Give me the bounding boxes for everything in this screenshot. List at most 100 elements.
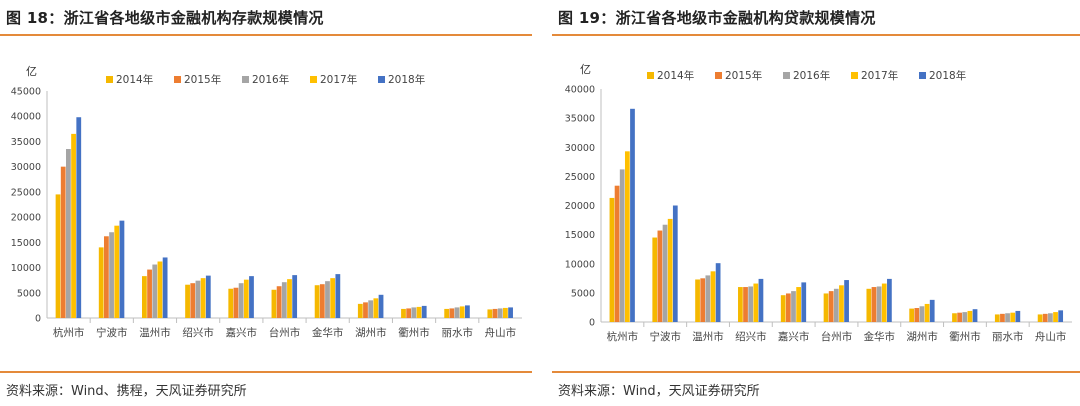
bar	[416, 306, 422, 318]
bar	[157, 261, 163, 318]
y-tick-label: 35000	[11, 137, 41, 148]
bar	[780, 295, 786, 322]
x-category-label: 杭州市	[53, 326, 85, 339]
x-category-label: 嘉兴市	[778, 330, 810, 343]
legend-swatch	[310, 76, 317, 83]
bar	[287, 279, 292, 318]
bar	[619, 169, 625, 322]
bar	[866, 288, 872, 322]
bar	[801, 282, 807, 322]
source-note: 资料来源：Wind、携程，天风证券研究所	[6, 384, 247, 399]
title-divider	[552, 34, 1080, 36]
bar	[710, 271, 716, 322]
bar	[104, 236, 109, 318]
y-axis-unit: 亿	[26, 65, 37, 78]
bar	[828, 291, 834, 322]
y-tick-label: 40000	[565, 85, 595, 96]
legend-label: 2015年	[725, 69, 762, 82]
bar	[929, 299, 935, 322]
bar	[652, 237, 658, 322]
x-category-label: 嘉兴市	[226, 326, 258, 339]
bar	[444, 308, 450, 318]
bar	[630, 108, 635, 323]
bar	[791, 291, 796, 322]
bar	[228, 288, 234, 318]
figure-title: 图 19：浙江省各地级市金融机构贷款规模情况	[558, 9, 876, 27]
bar	[743, 287, 748, 322]
bar	[459, 306, 465, 318]
bar	[785, 293, 791, 322]
bar	[411, 307, 417, 318]
y-tick-label: 40000	[11, 112, 41, 123]
legend-label: 2018年	[929, 69, 966, 82]
bar	[1000, 313, 1005, 322]
bar	[406, 308, 412, 318]
bar	[487, 309, 493, 318]
bar	[1048, 313, 1053, 322]
bar	[624, 151, 630, 322]
bar	[190, 283, 196, 318]
bar	[924, 303, 930, 322]
bar	[238, 283, 244, 318]
bar	[330, 278, 336, 318]
bar	[421, 305, 427, 318]
bar	[657, 230, 663, 322]
x-category-label: 金华市	[312, 326, 344, 339]
bar	[335, 274, 341, 318]
legend-label: 2014年	[657, 69, 694, 82]
bar	[363, 302, 368, 318]
legend-swatch	[851, 72, 858, 79]
bar	[962, 312, 968, 322]
y-tick-label: 5000	[17, 288, 41, 299]
bar	[700, 278, 706, 322]
bar	[55, 194, 61, 318]
bar	[449, 308, 455, 318]
y-tick-label: 20000	[11, 213, 41, 224]
x-category-label: 温州市	[692, 330, 724, 343]
bar	[871, 287, 877, 322]
legend-label: 2017年	[861, 69, 898, 82]
bar	[109, 232, 114, 318]
bar	[271, 289, 277, 318]
bar	[1015, 310, 1021, 322]
x-category-label: 衢州市	[398, 326, 430, 339]
bar	[881, 283, 887, 322]
bar	[98, 247, 104, 318]
bar	[609, 197, 615, 322]
bar	[667, 218, 673, 322]
y-tick-label: 25000	[565, 172, 595, 183]
bar	[378, 294, 384, 318]
bar	[1037, 314, 1043, 322]
bar	[705, 275, 711, 322]
legend-swatch	[106, 76, 113, 83]
legend-swatch	[783, 72, 790, 79]
bar	[994, 314, 1000, 322]
x-category-label: 湖州市	[355, 326, 387, 339]
y-tick-label: 10000	[565, 259, 595, 270]
bar	[454, 307, 460, 318]
legend-label: 2017年	[320, 73, 357, 86]
bar	[373, 298, 379, 318]
y-tick-label: 15000	[565, 230, 595, 241]
bar	[76, 117, 82, 318]
bar	[319, 284, 325, 318]
bar	[357, 303, 363, 318]
bar	[162, 257, 168, 318]
legend-label: 2014年	[116, 73, 153, 86]
source-divider	[552, 371, 1080, 373]
bar	[249, 276, 254, 318]
bar	[662, 224, 668, 322]
bar	[497, 308, 503, 318]
bar	[672, 205, 678, 322]
bar	[748, 286, 754, 322]
bar	[195, 280, 201, 318]
bar	[919, 306, 925, 322]
loan-bar-chart: 0 5000 10000 15000 20000 25000 30000 35000 40000…	[565, 63, 1072, 343]
bar	[200, 278, 206, 318]
bar	[276, 286, 282, 318]
x-category-label: 绍兴市	[735, 330, 767, 343]
x-category-label: 衢州市	[949, 330, 981, 343]
source-note: 资料来源：Wind，天风证券研究所	[558, 384, 760, 399]
bar	[503, 307, 508, 318]
x-category-label: 舟山市	[1035, 330, 1067, 343]
